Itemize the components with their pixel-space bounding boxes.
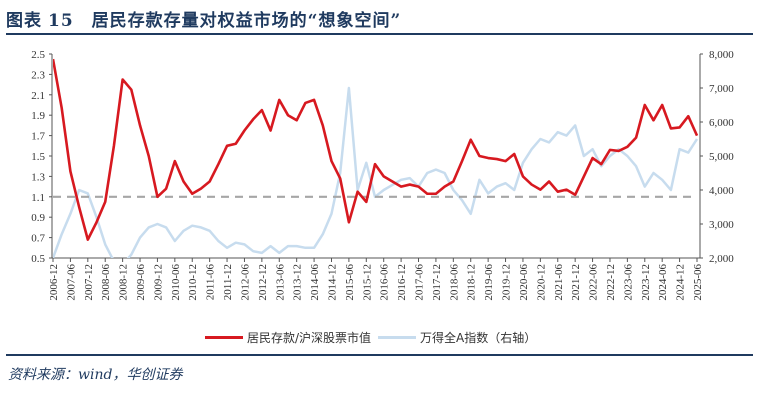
x-tick-label: 2020-06	[518, 264, 530, 301]
x-tick-label: 2024-12	[675, 264, 687, 301]
right-tick-label: 4,000	[709, 185, 734, 197]
x-tick-label: 2007-12	[83, 264, 95, 301]
series-line-deposit-ratio	[53, 58, 699, 241]
x-tick-label: 2014-12	[326, 264, 338, 301]
x-tick-label: 2014-06	[309, 264, 321, 301]
x-tick-label: 2013-06	[274, 264, 286, 301]
x-tick-label: 2010-06	[170, 264, 182, 301]
series-line-wind-a-index	[53, 86, 699, 258]
x-tick-label: 2015-06	[344, 264, 356, 301]
x-tick-label: 2020-12	[535, 264, 547, 301]
right-tick-label: 5,000	[709, 151, 734, 163]
left-tick-label: 0.5	[31, 253, 45, 265]
x-tick-label: 2010-12	[187, 264, 199, 301]
x-tick-label: 2017-12	[431, 264, 443, 301]
x-tick-label: 2016-12	[396, 264, 408, 301]
x-tick-label: 2017-06	[414, 264, 426, 301]
right-tick-label: 2,000	[709, 253, 734, 265]
x-tick-label: 2025-06	[692, 264, 704, 301]
x-tick-label: 2023-06	[622, 264, 634, 301]
source-note: 资料来源：wind，华创证券	[8, 367, 183, 383]
x-tick-label: 2013-12	[292, 264, 304, 301]
x-tick-label: 2018-12	[466, 264, 478, 301]
left-tick-label: 0.9	[31, 212, 45, 224]
left-tick-label: 2.5	[31, 49, 45, 61]
x-tick-label: 2006-12	[48, 264, 60, 301]
x-tick-label: 2021-06	[553, 264, 565, 301]
legend-swatch-red	[205, 336, 243, 339]
legend-swatch-blue	[378, 336, 416, 339]
x-tick-label: 2023-12	[640, 264, 652, 301]
x-tick-label: 2019-06	[483, 264, 495, 301]
x-tick-label: 2022-12	[605, 264, 617, 301]
left-tick-label: 2.1	[31, 90, 45, 102]
x-tick-label: 2008-12	[118, 264, 130, 301]
x-tick-label: 2018-06	[448, 264, 460, 301]
figure-title: 图表 15 居民存款存量对权益市场的“想象空间”	[6, 6, 401, 31]
left-tick-label: 0.7	[31, 233, 45, 245]
x-tick-label: 2019-12	[501, 264, 513, 301]
x-tick-label: 2011-12	[222, 264, 234, 300]
right-tick-label: 8,000	[709, 49, 734, 61]
title-rule	[6, 33, 753, 35]
x-tick-label: 2008-06	[100, 264, 112, 301]
x-tick-label: 2007-06	[65, 264, 77, 301]
figure-label: 图表	[6, 11, 42, 31]
legend-label-red: 居民存款/沪深股票市值	[247, 331, 372, 345]
x-tick-label: 2012-06	[239, 264, 251, 301]
x-tick-label: 2021-12	[570, 264, 582, 301]
x-tick-label: 2011-06	[205, 264, 217, 301]
left-tick-label: 1.9	[31, 110, 45, 122]
figure-number: 15	[48, 11, 74, 31]
legend-item-red: 居民存款/沪深股票市值	[205, 329, 371, 346]
left-tick-label: 1.3	[31, 171, 45, 183]
x-tick-label: 2015-12	[361, 264, 373, 301]
bottom-rule	[6, 354, 753, 356]
left-tick-label: 1.1	[31, 192, 45, 204]
right-tick-label: 6,000	[709, 117, 734, 129]
legend-label-blue: 万得全A指数（右轴）	[420, 331, 537, 345]
x-tick-label: 2016-06	[379, 264, 391, 301]
x-tick-label: 2009-06	[135, 264, 147, 301]
left-tick-label: 1.7	[31, 131, 45, 143]
left-tick-label: 2.3	[31, 69, 45, 81]
figure-title-text: 居民存款存量对权益市场的“想象空间”	[91, 11, 402, 31]
x-tick-label: 2024-06	[657, 264, 669, 301]
x-tick-label: 2009-12	[152, 264, 164, 301]
chart: 0.5 0.7 0.9 1.1 1.3 1.5 1.7 1.9 2.1 2.3 2.5 2,000 3,…	[31, 49, 734, 301]
legend-item-blue: 万得全A指数（右轴）	[378, 329, 536, 346]
x-tick-label: 2022-06	[588, 264, 600, 301]
x-tick-label: 2012-12	[257, 264, 269, 301]
left-tick-label: 1.5	[31, 151, 45, 163]
plot-area	[53, 58, 699, 258]
right-tick-label: 7,000	[709, 83, 734, 95]
right-tick-label: 3,000	[709, 219, 734, 231]
